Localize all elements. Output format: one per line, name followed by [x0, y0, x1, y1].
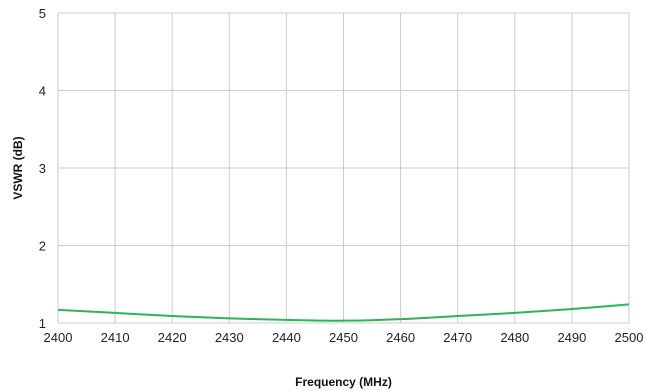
y-axis-ticks: 1 2 3 4 5 — [39, 6, 46, 331]
y-tick-label: 1 — [39, 316, 46, 331]
x-tick-label: 2450 — [329, 330, 358, 345]
series-layer — [57, 303, 630, 322]
x-tick-label: 2480 — [500, 330, 529, 345]
x-tick-label: 2420 — [158, 330, 187, 345]
x-tick-label: 2470 — [443, 330, 472, 345]
y-tick-label: 5 — [39, 6, 46, 21]
x-tick-label: 2410 — [101, 330, 130, 345]
y-tick-label: 2 — [39, 239, 46, 254]
y-axis-title: VSWR (dB) — [11, 136, 25, 199]
y-tick-label: 4 — [39, 84, 46, 99]
x-tick-label: 2440 — [272, 330, 301, 345]
x-tick-label: 2430 — [215, 330, 244, 345]
x-tick-label: 2400 — [44, 330, 73, 345]
x-tick-label: 2460 — [386, 330, 415, 345]
x-axis-ticks: 2400 2410 2420 2430 2440 2450 2460 2470 2480 2490… — [44, 330, 644, 345]
x-tick-label: 2490 — [557, 330, 586, 345]
y-tick-label: 3 — [39, 161, 46, 176]
vswr-series-line — [57, 303, 630, 322]
grid — [57, 12, 630, 324]
x-tick-label: 2500 — [615, 330, 644, 345]
x-axis-title: Frequency (MHz) — [295, 375, 392, 389]
